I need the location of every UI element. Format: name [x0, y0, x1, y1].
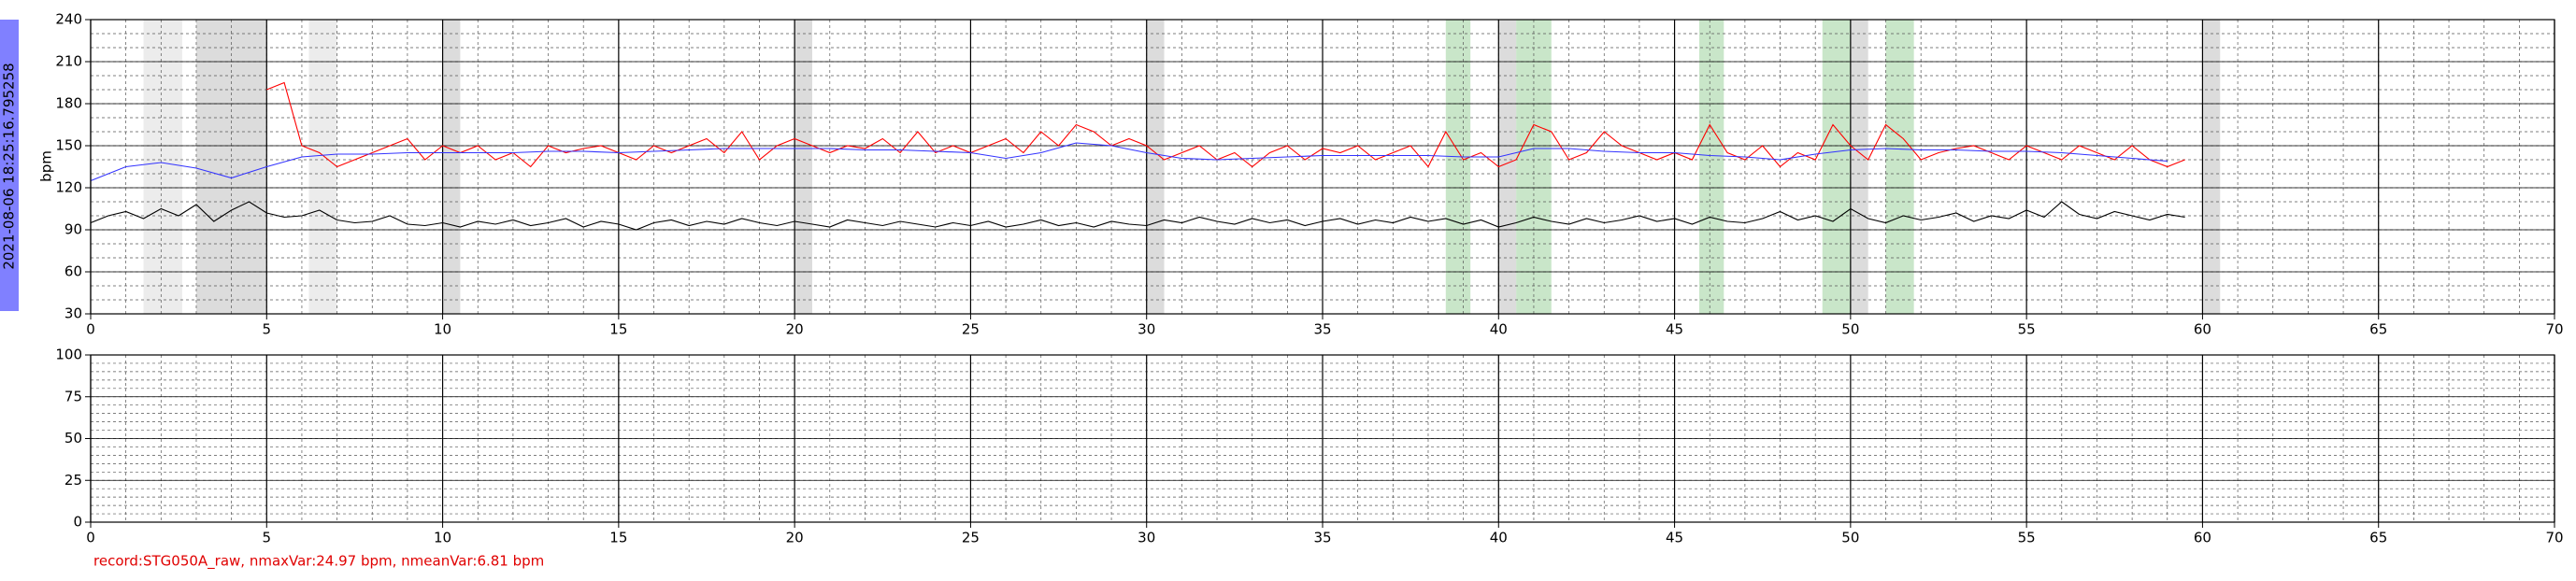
- shaded-span: [442, 20, 461, 314]
- x-tick-label: 10: [434, 530, 451, 546]
- x-tick-label: 0: [86, 530, 95, 546]
- trace: [90, 201, 2185, 231]
- y-tick-label: 30: [64, 305, 82, 322]
- shaded-span: [1498, 20, 1517, 314]
- x-tick-label: 40: [1490, 530, 1508, 546]
- y-axis-label: bpm: [38, 150, 55, 182]
- shaded-span: [1822, 20, 1851, 314]
- x-tick-label: 0: [86, 321, 95, 338]
- y-tick-label: 100: [55, 347, 82, 363]
- shaded-span: [794, 20, 812, 314]
- y-tick-label: 180: [55, 95, 82, 112]
- shaded-span: [2202, 20, 2221, 314]
- y-tick-label: 50: [64, 430, 82, 446]
- x-tick-label: 55: [2018, 530, 2036, 546]
- y-tick-label: 120: [55, 179, 82, 196]
- y-tick-label: 0: [73, 514, 82, 531]
- x-tick-label: 10: [434, 321, 451, 338]
- plot-frame: [90, 19, 2555, 315]
- x-tick-label: 30: [1138, 321, 1155, 338]
- trace: [266, 81, 2185, 168]
- x-tick-label: 5: [263, 530, 272, 546]
- y-tick-label: 25: [64, 472, 82, 489]
- x-tick-label: 55: [2018, 321, 2036, 338]
- shaded-span: [143, 20, 182, 314]
- y-tick-label: 150: [55, 137, 82, 154]
- x-tick-label: 35: [1313, 321, 1331, 338]
- timestamp: 2021-08-06 18:25:16.795258: [1, 63, 18, 269]
- x-tick-label: 65: [2369, 321, 2387, 338]
- x-tick-label: 70: [2545, 321, 2563, 338]
- x-tick-label: 50: [1841, 530, 1859, 546]
- shaded-span: [1698, 20, 1724, 314]
- trace: [90, 142, 2168, 182]
- y-tick-label: 90: [64, 221, 82, 238]
- shaded-span: [1146, 20, 1165, 314]
- x-tick-label: 40: [1490, 321, 1508, 338]
- x-tick-label: 20: [786, 530, 804, 546]
- shaded-span: [1850, 20, 1868, 314]
- x-tick-label: 30: [1138, 530, 1155, 546]
- x-tick-label: 45: [1666, 530, 1683, 546]
- x-tick-label: 50: [1841, 321, 1859, 338]
- x-tick-label: 45: [1666, 321, 1683, 338]
- plot-frame: [90, 354, 2555, 523]
- x-tick-label: 25: [962, 530, 980, 546]
- shaded-span: [1445, 20, 1471, 314]
- x-tick-label: 25: [962, 321, 980, 338]
- y-tick-label: 60: [64, 263, 82, 280]
- x-tick-label: 60: [2194, 321, 2211, 338]
- y-tick-label: 240: [55, 11, 82, 28]
- shaded-span: [1885, 20, 1914, 314]
- x-tick-label: 15: [609, 530, 627, 546]
- footer-stats: record:STG050A_raw, nmaxVar:24.97 bpm, n…: [93, 553, 544, 571]
- x-tick-label: 70: [2545, 530, 2563, 546]
- shaded-span: [308, 20, 337, 314]
- x-tick-label: 20: [786, 321, 804, 338]
- x-tick-label: 35: [1313, 530, 1331, 546]
- x-tick-label: 5: [263, 321, 272, 338]
- y-tick-label: 210: [55, 53, 82, 70]
- record-marker: [0, 20, 19, 311]
- x-tick-label: 60: [2194, 530, 2211, 546]
- y-tick-label: 75: [64, 388, 82, 404]
- x-tick-label: 15: [609, 321, 627, 338]
- x-tick-label: 65: [2369, 530, 2387, 546]
